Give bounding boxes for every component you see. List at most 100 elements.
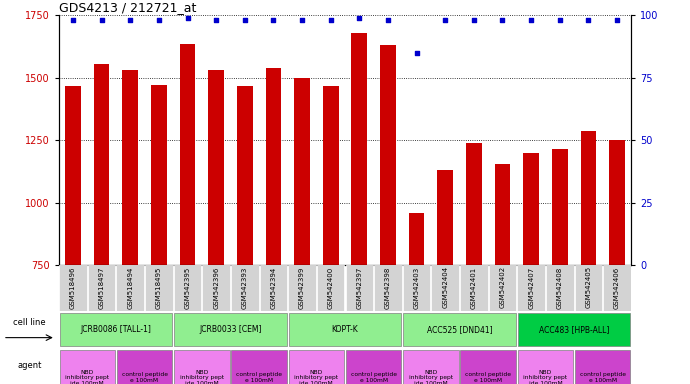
Point — [354, 15, 365, 21]
Bar — [609, 140, 625, 265]
Text: GSM518496: GSM518496 — [70, 266, 76, 309]
Text: GSM518497: GSM518497 — [99, 266, 105, 309]
Bar — [546, 265, 573, 311]
Text: control peptide
e 100mM: control peptide e 100mM — [236, 372, 282, 383]
Text: GSM542404: GSM542404 — [442, 266, 448, 308]
Point — [554, 17, 565, 23]
Text: GSM542406: GSM542406 — [614, 266, 620, 309]
Text: GSM542401: GSM542401 — [471, 266, 477, 309]
Text: control peptide
e 100mM: control peptide e 100mM — [465, 372, 511, 383]
Bar — [59, 351, 115, 384]
Bar — [374, 265, 402, 311]
Bar — [575, 351, 631, 384]
Point — [239, 17, 250, 23]
Text: cell line: cell line — [13, 318, 46, 326]
Point — [96, 17, 107, 23]
Text: GSM542400: GSM542400 — [328, 266, 334, 309]
Text: NBD
inhibitory pept
ide 100mM: NBD inhibitory pept ide 100mM — [66, 369, 109, 384]
Point — [497, 17, 508, 23]
Bar — [351, 33, 367, 265]
Text: GSM542403: GSM542403 — [413, 266, 420, 309]
Bar — [59, 265, 87, 311]
Text: NBD
inhibitory pept
ide 100mM: NBD inhibitory pept ide 100mM — [180, 369, 224, 384]
Bar — [380, 45, 396, 265]
Point — [382, 17, 393, 23]
Bar — [317, 265, 344, 311]
Point — [125, 17, 136, 23]
Text: control peptide
e 100mM: control peptide e 100mM — [121, 372, 168, 383]
Text: GSM542402: GSM542402 — [500, 266, 506, 308]
Text: GSM542398: GSM542398 — [385, 266, 391, 309]
Text: GSM542393: GSM542393 — [241, 266, 248, 309]
Bar — [231, 351, 287, 384]
Bar — [117, 265, 144, 311]
Bar — [518, 265, 545, 311]
Text: JCRB0033 [CEM]: JCRB0033 [CEM] — [199, 325, 262, 334]
Text: GSM542396: GSM542396 — [213, 266, 219, 309]
Bar — [122, 70, 138, 265]
Bar — [408, 213, 424, 265]
Bar — [88, 265, 115, 311]
Text: ACC525 [DND41]: ACC525 [DND41] — [426, 325, 493, 334]
Text: NBD
inhibitory pept
ide 100mM: NBD inhibitory pept ide 100mM — [409, 369, 453, 384]
Bar — [346, 351, 402, 384]
Text: GSM542399: GSM542399 — [299, 266, 305, 309]
Bar — [145, 265, 172, 311]
Bar — [174, 313, 287, 346]
Bar — [523, 153, 539, 265]
Point — [297, 17, 308, 23]
Text: JCRB0086 [TALL-1]: JCRB0086 [TALL-1] — [81, 325, 151, 334]
Bar — [117, 351, 172, 384]
Bar — [231, 265, 259, 311]
Bar — [294, 78, 310, 265]
Bar — [237, 86, 253, 265]
Bar — [65, 86, 81, 265]
Bar — [208, 70, 224, 265]
Bar — [94, 64, 110, 265]
Text: GSM518494: GSM518494 — [127, 266, 133, 309]
Bar — [518, 351, 573, 384]
Point — [440, 17, 451, 23]
Text: NBD
inhibitory pept
ide 100mM: NBD inhibitory pept ide 100mM — [524, 369, 567, 384]
Point — [153, 17, 164, 23]
Point — [268, 17, 279, 23]
Bar — [495, 164, 511, 265]
Bar — [259, 265, 287, 311]
Bar — [202, 265, 230, 311]
Text: GSM542394: GSM542394 — [270, 266, 277, 309]
Text: agent: agent — [17, 361, 41, 369]
Bar — [179, 44, 195, 265]
Bar — [460, 265, 488, 311]
Point — [611, 17, 622, 23]
Text: GSM542407: GSM542407 — [528, 266, 534, 309]
Bar — [174, 351, 230, 384]
Bar — [323, 86, 339, 265]
Point — [210, 17, 221, 23]
Bar — [466, 143, 482, 265]
Text: KOPT-K: KOPT-K — [332, 325, 358, 334]
Bar — [518, 313, 631, 346]
Text: GSM542405: GSM542405 — [585, 266, 591, 308]
Text: GSM542395: GSM542395 — [184, 266, 190, 309]
Bar — [580, 131, 596, 265]
Bar — [288, 265, 316, 311]
Point — [325, 17, 336, 23]
Bar — [489, 265, 516, 311]
Bar — [552, 149, 568, 265]
Bar — [151, 85, 167, 265]
Bar — [431, 265, 459, 311]
Text: ACC483 [HPB-ALL]: ACC483 [HPB-ALL] — [539, 325, 609, 334]
Bar — [346, 265, 373, 311]
Bar — [288, 313, 402, 346]
Point — [526, 17, 537, 23]
Text: GSM518495: GSM518495 — [156, 266, 162, 309]
Point — [182, 15, 193, 21]
Text: GSM542397: GSM542397 — [356, 266, 362, 309]
Bar — [174, 265, 201, 311]
Point — [469, 17, 480, 23]
Bar — [575, 265, 602, 311]
Bar — [288, 351, 344, 384]
Text: NBD
inhibitory pept
ide 100mM: NBD inhibitory pept ide 100mM — [295, 369, 338, 384]
Point — [411, 50, 422, 56]
Bar — [266, 68, 282, 265]
